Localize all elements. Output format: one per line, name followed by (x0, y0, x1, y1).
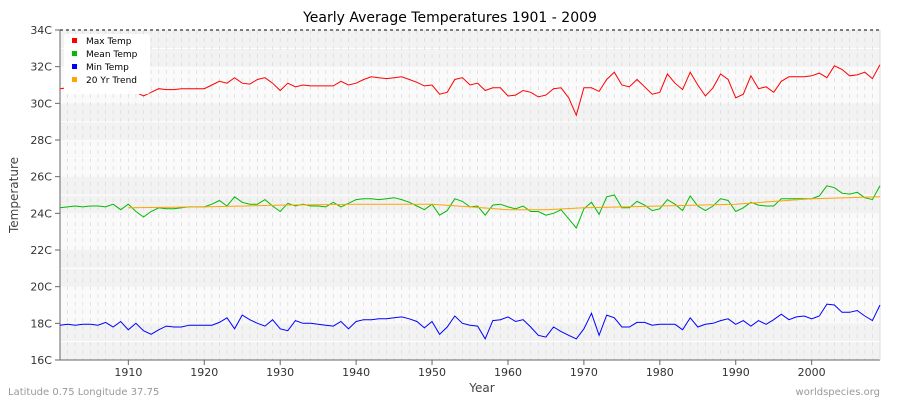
x-tick-label: 2000 (798, 366, 826, 379)
mean-temp-legend-label: Mean Temp (86, 50, 138, 60)
max-temp-line (59, 64, 881, 117)
min-temp-line (59, 303, 881, 341)
y-tick-label: 28C (30, 134, 52, 147)
x-tick-label: 1950 (418, 366, 446, 379)
y-tick-label: 24C (30, 207, 52, 220)
y-tick-label: 30C (30, 97, 52, 110)
y-tick-label: 22C (30, 244, 52, 257)
x-tick-label: 1970 (570, 366, 598, 379)
20-yr-trend-legend-swatch (72, 77, 77, 82)
x-axis-label: Year (468, 381, 494, 395)
max-temp-legend-label: Max Temp (86, 37, 132, 47)
site-label: worldspecies.org (796, 387, 880, 398)
20-yr-trend-legend-label: 20 Yr Trend (86, 76, 137, 86)
y-tick-label: 16C (30, 354, 52, 367)
y-axis-label: Temperature (7, 157, 21, 234)
mean-temp-legend-swatch (72, 51, 77, 56)
chart-title: Yearly Average Temperatures 1901 - 2009 (302, 10, 597, 26)
x-tick-label: 1930 (266, 366, 294, 379)
20-yr-trend-line (128, 196, 881, 211)
max-temp-legend-swatch (72, 38, 77, 43)
y-tick-label: 34C (30, 24, 52, 37)
y-tick-label: 26C (30, 171, 52, 184)
y-tick-label: 18C (30, 317, 52, 330)
legend-box (64, 34, 150, 94)
location-label: Latitude 0.75 Longitude 37.75 (8, 387, 159, 398)
x-tick-label: 1940 (342, 366, 370, 379)
x-tick-label: 1980 (646, 366, 674, 379)
x-tick-label: 1920 (190, 366, 218, 379)
legend: Max Temp Mean Temp Min Temp 20 Yr Trend (64, 34, 150, 94)
y-tick-label: 32C (30, 61, 52, 74)
x-tick-label: 1910 (114, 366, 142, 379)
x-tick-label: 1960 (494, 366, 522, 379)
y-tick-label: 20C (30, 281, 52, 294)
min-temp-legend-swatch (72, 64, 77, 69)
x-tick-label: 1990 (722, 366, 750, 379)
min-temp-legend-label: Min Temp (86, 63, 129, 73)
